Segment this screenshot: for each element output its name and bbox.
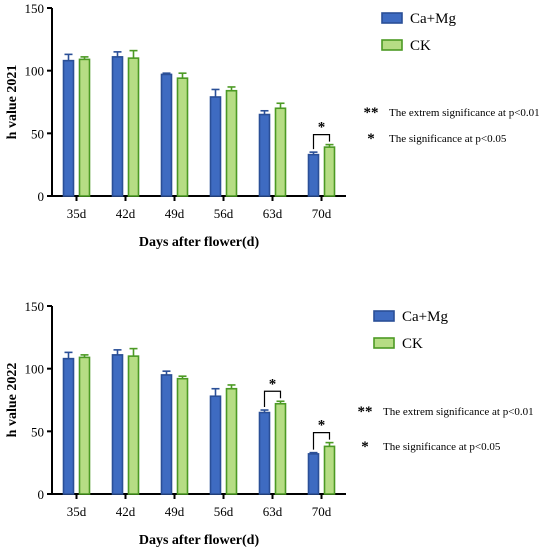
x-tick-label: 56d [214, 504, 234, 519]
note-mark: * [367, 131, 375, 147]
bar-ca-mg-63d [258, 113, 271, 197]
bar-ck-42d [127, 57, 140, 197]
bar-ca-mg-42d [111, 56, 124, 197]
significance-star: * [318, 418, 326, 434]
significance-bracket [312, 432, 331, 450]
significance-bracket [312, 134, 331, 150]
bar-ca-mg-56d [209, 96, 222, 197]
x-tick-label: 70d [312, 206, 332, 221]
legend-swatch-ca-mg [381, 12, 403, 24]
note-text: The extrem significance at p<0.01 [383, 406, 534, 418]
chart-panel-1: 0 50 100 150 h value 2021 35d 42d 49d 56d 63d 70d *… [5, 1, 540, 250]
bar-ck-35d [78, 356, 91, 495]
bar-ck-63d [274, 402, 287, 495]
bar-ck-70d [323, 445, 336, 495]
x-tick-label: 49d [165, 206, 185, 221]
bar-ca-mg-56d [209, 395, 222, 495]
x-tick-label: 56d [214, 206, 234, 221]
bar-ck-35d [78, 58, 91, 197]
bar-ck-49d [176, 377, 189, 495]
significance-bracket [263, 390, 282, 408]
note-mark: * [361, 439, 369, 455]
x-tick-label: 42d [116, 206, 136, 221]
bar-ca-mg-70d [307, 153, 320, 197]
chart-panel-2: 0 50 100 150 h value 2022 35d 42d 49d 56d 63d 70d *… [5, 299, 534, 548]
legend-label-ca-mg: Ca+Mg [410, 11, 456, 27]
significance-star: * [318, 120, 326, 136]
bar-ca-mg-63d [258, 411, 271, 495]
bar-ca-mg-35d [62, 59, 75, 197]
bar-ca-mg-42d [111, 354, 124, 495]
y-tick-label: 0 [38, 189, 45, 204]
y-tick-label: 50 [31, 424, 44, 439]
y-tick-label: 150 [25, 299, 45, 314]
y-tick-label: 50 [31, 126, 44, 141]
x-tick-label: 63d [263, 504, 283, 519]
bar-ck-49d [176, 77, 189, 197]
bar-ca-mg-49d [160, 73, 173, 197]
x-axis-title: Days after flower(d) [139, 533, 260, 548]
bar-ca-mg-70d [307, 453, 320, 495]
x-tick-label: 42d [116, 504, 136, 519]
legend-swatch-ck [373, 337, 395, 349]
legend-swatch-ck [381, 39, 403, 51]
y-tick-label: 150 [25, 1, 45, 16]
legend-label-ca-mg: Ca+Mg [402, 309, 448, 325]
note-text: The significance at p<0.05 [383, 441, 501, 453]
bar-ck-42d [127, 355, 140, 495]
note-text: The significance at p<0.05 [389, 133, 507, 145]
x-tick-label: 70d [312, 504, 332, 519]
legend-swatch-ca-mg [373, 310, 395, 322]
x-tick-label: 49d [165, 504, 185, 519]
y-tick-label: 100 [25, 362, 45, 377]
legend-label-ck: CK [402, 336, 423, 352]
x-axis-title: Days after flower(d) [139, 235, 260, 250]
significance-star: * [269, 376, 277, 392]
y-tick-label: 100 [25, 64, 45, 79]
note-text: The extrem significance at p<0.01 [389, 107, 540, 119]
y-axis-title: h value 2021 [5, 65, 20, 140]
bar-ca-mg-49d [160, 374, 173, 495]
legend-label-ck: CK [410, 38, 431, 54]
bar-ck-56d [225, 387, 238, 495]
x-tick-label: 35d [67, 504, 87, 519]
note-mark: ** [364, 105, 379, 121]
bar-ck-63d [274, 107, 287, 197]
y-axis-title: h value 2022 [5, 363, 20, 438]
x-tick-label: 63d [263, 206, 283, 221]
x-tick-label: 35d [67, 206, 87, 221]
bar-ck-56d [225, 89, 238, 197]
note-mark: ** [358, 404, 373, 420]
bar-ck-70d [323, 146, 336, 197]
y-tick-label: 0 [38, 487, 45, 502]
bar-ca-mg-35d [62, 357, 75, 495]
